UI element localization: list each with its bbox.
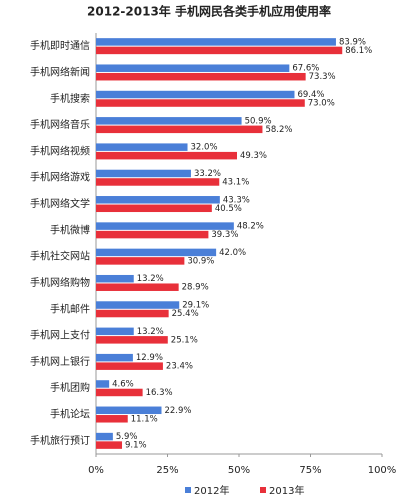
- value-label: 69.4%: [297, 90, 324, 100]
- category-label: 手机即时通信: [30, 39, 90, 52]
- bar: [96, 230, 209, 239]
- value-label: 25.4%: [172, 309, 199, 319]
- bar: [96, 64, 290, 72]
- value-label: 32.0%: [191, 143, 218, 153]
- x-tick-label: 25%: [156, 465, 178, 476]
- value-label: 49.3%: [240, 151, 267, 161]
- category-label: 手机网络新闻: [30, 65, 90, 78]
- bar: [96, 151, 237, 160]
- legend-swatch: [185, 487, 191, 493]
- value-label: 25.1%: [171, 335, 198, 345]
- bar: [96, 99, 305, 107]
- value-label: 40.5%: [215, 204, 242, 214]
- x-tick-label: 75%: [299, 465, 321, 476]
- category-label: 手机网上银行: [30, 355, 90, 368]
- legend-swatch: [260, 487, 266, 493]
- bar: [96, 362, 163, 370]
- bar: [96, 301, 180, 309]
- legend-label: 2012年: [194, 484, 229, 497]
- value-label: 73.3%: [309, 72, 336, 82]
- bar: [96, 222, 234, 230]
- value-label: 33.2%: [194, 169, 221, 179]
- value-label: 4.6%: [112, 379, 134, 389]
- x-tick-label: 0%: [88, 465, 104, 476]
- value-label: 11.1%: [131, 414, 158, 424]
- category-label: 手机网上支付: [30, 329, 90, 342]
- category-label: 手机社交网站: [30, 250, 90, 263]
- category-label: 手机网络购物: [30, 276, 90, 289]
- category-label: 手机团购: [50, 381, 90, 394]
- bar: [96, 143, 188, 151]
- bar: [96, 38, 336, 46]
- category-label: 手机论坛: [50, 408, 90, 421]
- value-label: 86.1%: [345, 46, 372, 56]
- bar: [96, 327, 134, 336]
- bar: [96, 336, 168, 344]
- category-label: 手机网络文学: [30, 197, 90, 210]
- value-label: 5.9%: [116, 432, 138, 442]
- bar: [96, 406, 162, 415]
- value-label: 42.0%: [219, 248, 246, 258]
- value-label: 29.1%: [182, 301, 209, 311]
- x-tick-label: 50%: [228, 465, 250, 476]
- category-label: 手机微博: [50, 223, 90, 236]
- category-label: 手机邮件: [50, 302, 90, 315]
- value-label: 83.9%: [339, 37, 366, 47]
- x-tick-label: 100%: [368, 465, 397, 476]
- category-label: 手机旅行预订: [30, 434, 90, 447]
- chart-title: 2012-2013年 手机网民各类手机应用使用率: [87, 4, 331, 19]
- value-label: 50.9%: [245, 116, 272, 126]
- bar: [96, 125, 263, 134]
- value-label: 12.9%: [136, 353, 163, 363]
- value-label: 23.4%: [166, 362, 193, 372]
- category-label: 手机网络视频: [30, 144, 90, 157]
- bar: [96, 388, 143, 397]
- bar: [96, 257, 185, 265]
- bar: [96, 196, 220, 204]
- bar: [96, 90, 295, 99]
- category-label: 手机网络游戏: [30, 171, 90, 184]
- bar: [96, 283, 179, 291]
- value-label: 39.3%: [211, 230, 238, 240]
- value-label: 48.2%: [237, 222, 264, 232]
- value-label: 67.6%: [292, 64, 319, 74]
- value-label: 9.1%: [125, 441, 147, 451]
- bar: [96, 432, 113, 441]
- value-label: 58.2%: [265, 125, 292, 135]
- bar: [96, 274, 134, 283]
- legend-label: 2013年: [269, 484, 304, 497]
- value-label: 13.2%: [137, 274, 164, 284]
- value-label: 16.3%: [146, 388, 173, 398]
- bar: [96, 441, 123, 449]
- bar: [96, 353, 133, 362]
- bar: [96, 46, 343, 55]
- value-label: 28.9%: [182, 283, 209, 293]
- bar: [96, 204, 212, 213]
- value-label: 43.3%: [223, 195, 250, 205]
- bar: [96, 309, 169, 318]
- bar: [96, 248, 217, 257]
- value-label: 13.2%: [137, 327, 164, 337]
- value-label: 73.0%: [308, 99, 335, 109]
- bar: [96, 117, 242, 125]
- bar: [96, 415, 128, 423]
- value-label: 43.1%: [222, 177, 249, 187]
- bar: [96, 380, 110, 388]
- bar: [96, 72, 306, 81]
- bar: [96, 178, 220, 186]
- value-label: 30.9%: [187, 256, 214, 266]
- value-label: 22.9%: [164, 406, 191, 416]
- category-label: 手机搜索: [50, 92, 90, 105]
- category-label: 手机网络音乐: [30, 118, 90, 131]
- bar: [96, 169, 191, 178]
